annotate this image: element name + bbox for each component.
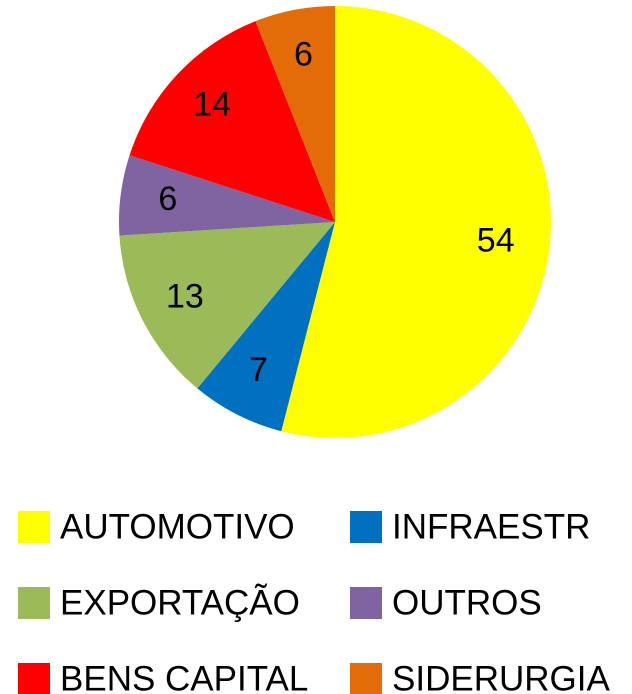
legend-swatch: [18, 587, 50, 619]
legend-swatch: [350, 511, 382, 543]
legend-swatch: [350, 587, 382, 619]
pie-slice: [197, 222, 335, 432]
legend-label: AUTOMOTIVO: [60, 507, 295, 546]
pie-slice: [255, 6, 335, 222]
data-label: 54: [477, 221, 515, 259]
legend-label: EXPORTAÇÃO: [60, 583, 300, 622]
legend-swatch: [18, 511, 50, 543]
data-label: 6: [294, 35, 313, 73]
legend-label: OUTROS: [392, 583, 542, 622]
legend-label: SIDERURGIA: [392, 659, 610, 694]
data-label: 7: [249, 351, 268, 389]
pie-slice: [281, 6, 552, 439]
data-label: 13: [166, 277, 204, 315]
pie-slice: [119, 155, 336, 236]
legend-swatch: [350, 663, 382, 694]
data-label: 6: [158, 180, 177, 218]
legend-label: INFRAESTR: [392, 507, 590, 546]
data-label: 14: [193, 86, 231, 124]
pie-slice: [129, 21, 335, 223]
legend-label: BENS CAPITAL: [60, 659, 308, 694]
legend-swatch: [18, 663, 50, 694]
pie-slice: [119, 222, 335, 389]
